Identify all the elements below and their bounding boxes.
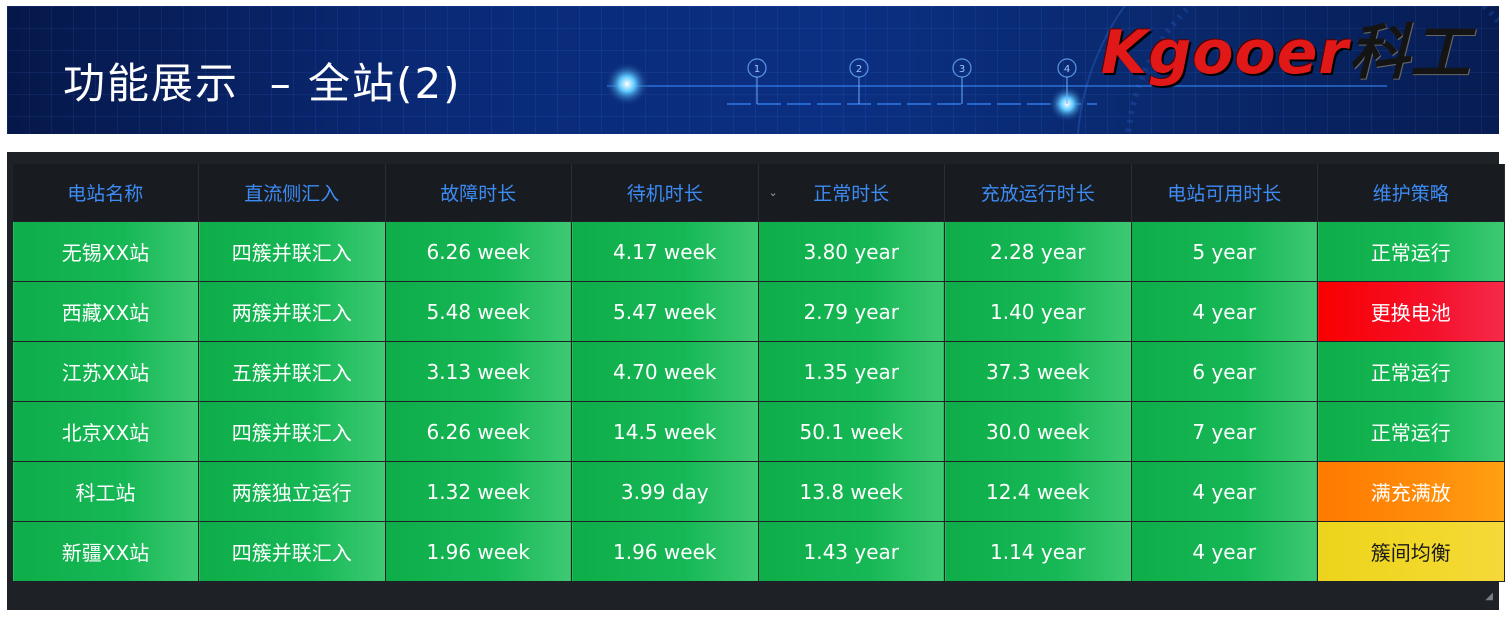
column-header-normal-duration-label: 正常时长 — [813, 183, 890, 205]
column-header-fault-duration[interactable]: 故障时长 — [385, 164, 572, 222]
cell-maintenance-strategy: 正常运行 — [1317, 341, 1505, 402]
cell-dc-input: 四簇并联汇入 — [198, 401, 386, 462]
page-title: 功能展示 – 全站(2) — [63, 59, 462, 108]
cell-dc-input: 两簇并联汇入 — [198, 281, 386, 342]
banner-circuit-decoration: 1 2 3 4 — [605, 6, 1499, 134]
table-row[interactable]: 科工站 两簇独立运行 1.32 week 3.99 day 13.8 week 12.4 … — [12, 461, 1505, 522]
column-header-standby-duration[interactable]: 待机时长 — [571, 164, 759, 222]
cell-station-name: 科工站 — [12, 461, 199, 522]
cell-fault-duration: 6.26 week — [384, 401, 572, 462]
cell-fault-duration: 3.13 week — [384, 341, 572, 402]
cell-fault-duration: 5.48 week — [384, 281, 572, 342]
cell-run-duration: 30.0 week — [944, 401, 1132, 462]
step-number-1: 1 — [754, 64, 760, 75]
cell-normal-duration: 2.79 year — [757, 281, 945, 342]
column-header-station-name[interactable]: 电站名称 — [12, 164, 199, 222]
cell-dc-input: 四簇并联汇入 — [198, 521, 386, 582]
column-header-maintenance-strategy[interactable]: 维护策略 — [1317, 164, 1505, 222]
column-header-normal-duration[interactable]: ⌄ 正常时长 — [758, 164, 945, 222]
chevron-down-icon[interactable]: ⌄ — [768, 186, 778, 199]
cell-run-duration: 12.4 week — [944, 461, 1132, 522]
cell-available-duration: 4 year — [1130, 281, 1318, 342]
step-number-4: 4 — [1064, 64, 1070, 75]
cell-normal-duration: 50.1 week — [757, 401, 945, 462]
step-number-3: 3 — [959, 64, 965, 75]
cell-station-name: 新疆XX站 — [12, 521, 199, 582]
logo-latin-text: Kgooer — [1100, 18, 1349, 88]
column-header-available-duration[interactable]: 电站可用时长 — [1131, 164, 1318, 222]
table-row[interactable]: 新疆XX站 四簇并联汇入 1.96 week 1.96 week 1.43 year 1.… — [12, 521, 1505, 582]
step-number-2: 2 — [856, 64, 862, 75]
cell-fault-duration: 1.96 week — [384, 521, 572, 582]
resize-handle-icon[interactable]: ◢ — [1485, 591, 1493, 602]
station-table-panel: 电站名称 直流侧汇入 故障时长 待机时长 ⌄ 正常时长 充放运行时长 电站可用时长… — [7, 152, 1505, 610]
brand-logo: Kgooer科工 — [1101, 18, 1471, 88]
logo-cjk-text: 科工 — [1349, 18, 1471, 88]
cell-maintenance-strategy: 更换电池 — [1317, 281, 1505, 342]
cell-available-duration: 6 year — [1130, 341, 1318, 402]
cell-station-name: 无锡XX站 — [12, 221, 199, 282]
station-table: 电站名称 直流侧汇入 故障时长 待机时长 ⌄ 正常时长 充放运行时长 电站可用时长… — [12, 164, 1505, 582]
cell-available-duration: 7 year — [1130, 401, 1318, 462]
cell-standby-duration: 4.70 week — [571, 341, 759, 402]
cell-standby-duration: 14.5 week — [571, 401, 759, 462]
cell-standby-duration: 5.47 week — [571, 281, 759, 342]
cell-available-duration: 5 year — [1130, 221, 1318, 282]
cell-standby-duration: 3.99 day — [571, 461, 759, 522]
cell-run-duration: 2.28 year — [944, 221, 1132, 282]
cell-maintenance-strategy: 簇间均衡 — [1317, 521, 1505, 582]
cell-normal-duration: 1.43 year — [757, 521, 945, 582]
cell-station-name: 北京XX站 — [12, 401, 199, 462]
table-body: 无锡XX站 四簇并联汇入 6.26 week 4.17 week 3.80 year 2.… — [12, 221, 1505, 582]
banner-grid-background — [7, 6, 1499, 134]
cell-standby-duration: 1.96 week — [571, 521, 759, 582]
cell-dc-input: 四簇并联汇入 — [198, 221, 386, 282]
cell-normal-duration: 1.35 year — [757, 341, 945, 402]
header-banner: 1 2 3 4 功能展示 – 全站(2) Kgooer科工 — [7, 6, 1499, 134]
cell-normal-duration: 3.80 year — [757, 221, 945, 282]
cell-dc-input: 五簇并联汇入 — [198, 341, 386, 402]
cell-run-duration: 1.40 year — [944, 281, 1132, 342]
cell-maintenance-strategy: 正常运行 — [1317, 401, 1505, 462]
table-row[interactable]: 西藏XX站 两簇并联汇入 5.48 week 5.47 week 2.79 year 1.… — [12, 281, 1505, 342]
cell-station-name: 西藏XX站 — [12, 281, 199, 342]
cell-normal-duration: 13.8 week — [757, 461, 945, 522]
cell-dc-input: 两簇独立运行 — [198, 461, 386, 522]
cell-fault-duration: 6.26 week — [384, 221, 572, 282]
table-header-row: 电站名称 直流侧汇入 故障时长 待机时长 ⌄ 正常时长 充放运行时长 电站可用时长… — [12, 164, 1505, 222]
cell-run-duration: 1.14 year — [944, 521, 1132, 582]
column-header-dc-input[interactable]: 直流侧汇入 — [198, 164, 386, 222]
table-row[interactable]: 江苏XX站 五簇并联汇入 3.13 week 4.70 week 1.35 year 37… — [12, 341, 1505, 402]
cell-maintenance-strategy: 满充满放 — [1317, 461, 1505, 522]
cell-available-duration: 4 year — [1130, 461, 1318, 522]
cell-available-duration: 4 year — [1130, 521, 1318, 582]
cell-maintenance-strategy: 正常运行 — [1317, 221, 1505, 282]
column-header-run-duration[interactable]: 充放运行时长 — [944, 164, 1132, 222]
cell-run-duration: 37.3 week — [944, 341, 1132, 402]
table-row[interactable]: 北京XX站 四簇并联汇入 6.26 week 14.5 week 50.1 week 30… — [12, 401, 1505, 462]
cell-station-name: 江苏XX站 — [12, 341, 199, 402]
table-row[interactable]: 无锡XX站 四簇并联汇入 6.26 week 4.17 week 3.80 year 2.… — [12, 221, 1505, 282]
cell-standby-duration: 4.17 week — [571, 221, 759, 282]
cell-fault-duration: 1.32 week — [384, 461, 572, 522]
